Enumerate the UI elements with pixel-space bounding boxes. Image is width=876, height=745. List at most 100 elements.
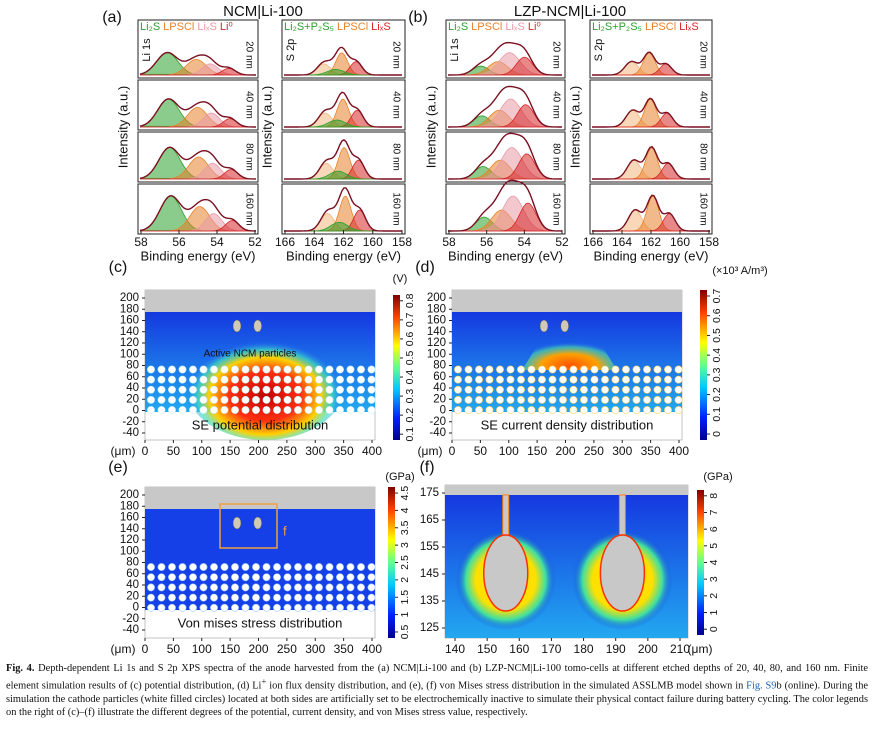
cathode-particle xyxy=(496,375,504,384)
cathode-particle xyxy=(304,573,313,582)
cathode-particle xyxy=(506,385,515,394)
cathode-particle xyxy=(283,583,292,592)
cathode-particle xyxy=(601,365,609,374)
spectrum-frame xyxy=(281,19,406,79)
cathode-particle xyxy=(538,385,546,394)
cathode-particle xyxy=(454,365,462,374)
y-tick-label: 125 xyxy=(420,622,439,634)
cathode-particle xyxy=(517,385,525,394)
cathode-particle xyxy=(252,573,260,582)
cathode-particle xyxy=(632,385,641,394)
spectrum-envelope xyxy=(592,145,710,180)
cathode-particle xyxy=(336,573,344,582)
cathode-particle xyxy=(241,583,250,592)
cathode-particle xyxy=(464,395,473,404)
cathode-particle xyxy=(454,406,462,414)
depth-label: 160 nm xyxy=(390,192,401,225)
peak-fit xyxy=(284,170,402,180)
y-tick-label: 40 xyxy=(126,382,139,394)
cathode-particle xyxy=(485,365,494,374)
cathode-particle xyxy=(336,395,344,404)
cathode-particle xyxy=(325,563,334,571)
colorbar-tick-label: 0.6 xyxy=(711,308,723,323)
cathode-particle xyxy=(178,395,187,404)
cathode-particle xyxy=(601,406,609,414)
cathode-particle xyxy=(199,583,208,592)
cathode-particle xyxy=(157,395,166,404)
legend-entry: LiₓS xyxy=(197,21,217,33)
cathode-particle xyxy=(548,365,557,374)
cathode-particle xyxy=(517,375,525,384)
spectrum-frame xyxy=(445,19,566,79)
cathode-particle xyxy=(325,573,334,582)
y-tick-label: -40 xyxy=(122,427,139,439)
x-tick-label: 400 xyxy=(669,444,689,458)
x-tick-label: 250 xyxy=(277,444,297,458)
cathode-particle xyxy=(367,593,376,602)
x-tick-label: 150 xyxy=(220,642,240,656)
cathode-particle xyxy=(178,385,187,394)
cathode-particle xyxy=(569,385,578,394)
cathode-particle xyxy=(231,406,239,414)
x-tick-label: 200 xyxy=(248,444,268,458)
cathode-particle xyxy=(475,395,483,404)
particle xyxy=(599,534,646,612)
spectrum-frame xyxy=(589,19,713,79)
cathode-particle xyxy=(325,593,334,602)
cathode-particle xyxy=(664,365,672,374)
y-tick-label: 140 xyxy=(120,523,139,535)
caption-label: Fig. 4. xyxy=(6,663,35,674)
cathode-particle xyxy=(580,375,588,384)
cathode-particle xyxy=(157,375,166,384)
cathode-particle xyxy=(231,563,239,571)
y-tick-label: 155 xyxy=(420,541,439,553)
y-tick-label: 20 xyxy=(433,393,446,405)
cathode-particle xyxy=(189,603,197,612)
colorbar-unit: (V) xyxy=(393,273,408,285)
cathode-particle xyxy=(189,385,197,394)
cathode-particle xyxy=(231,365,239,374)
y-tick-label: -20 xyxy=(429,416,446,428)
spectrum-envelope xyxy=(447,179,563,232)
cathode-particle xyxy=(210,365,218,374)
cathode-particle xyxy=(475,406,483,414)
cathode-particle xyxy=(367,385,376,394)
cathode-particle xyxy=(464,406,473,414)
cathode-particle xyxy=(485,395,494,404)
y-tick-label: 120 xyxy=(120,337,139,349)
peak-fit xyxy=(592,147,710,180)
cathode-particle xyxy=(325,603,334,612)
cathode-particle xyxy=(357,573,365,582)
cathode-particle xyxy=(346,375,355,384)
cathode-particle xyxy=(304,563,313,571)
cathode-particle xyxy=(506,365,515,374)
x-tick-label: 150 xyxy=(220,444,240,458)
y-tick-label: 120 xyxy=(427,337,446,349)
cathode-particle xyxy=(147,563,155,571)
y-tick-label: 60 xyxy=(126,568,139,580)
anode-particle xyxy=(560,319,569,333)
cathode-particle xyxy=(283,385,292,394)
cathode-particle xyxy=(527,375,536,384)
cathode-particle xyxy=(664,406,672,414)
cathode-particle xyxy=(241,563,250,571)
cathode-particle xyxy=(252,375,260,384)
cathode-particle xyxy=(147,385,155,394)
cathode-particle xyxy=(294,603,302,612)
cathode-particle xyxy=(346,395,355,404)
colorbar-tick-label: 3.5 xyxy=(399,520,411,535)
cathode-particle xyxy=(262,603,271,612)
x-tick-label: 150 xyxy=(527,444,547,458)
x-tick-label: 160 xyxy=(509,642,529,656)
depth-label: 160 nm xyxy=(243,192,254,225)
x-tick-label: 164 xyxy=(612,235,632,249)
spectrum-envelope xyxy=(592,51,710,76)
y-tick-label: 180 xyxy=(120,303,139,315)
caption-link[interactable]: Fig. S9 xyxy=(746,680,777,692)
y-axis-label: Intensity (a.u.) xyxy=(115,86,130,168)
cathode-particle xyxy=(273,583,281,592)
cathode-particle xyxy=(336,375,344,384)
cathode-particle xyxy=(315,593,323,602)
annotation: f xyxy=(283,523,287,538)
colorbar-tick-label: 0.7 xyxy=(404,312,416,327)
